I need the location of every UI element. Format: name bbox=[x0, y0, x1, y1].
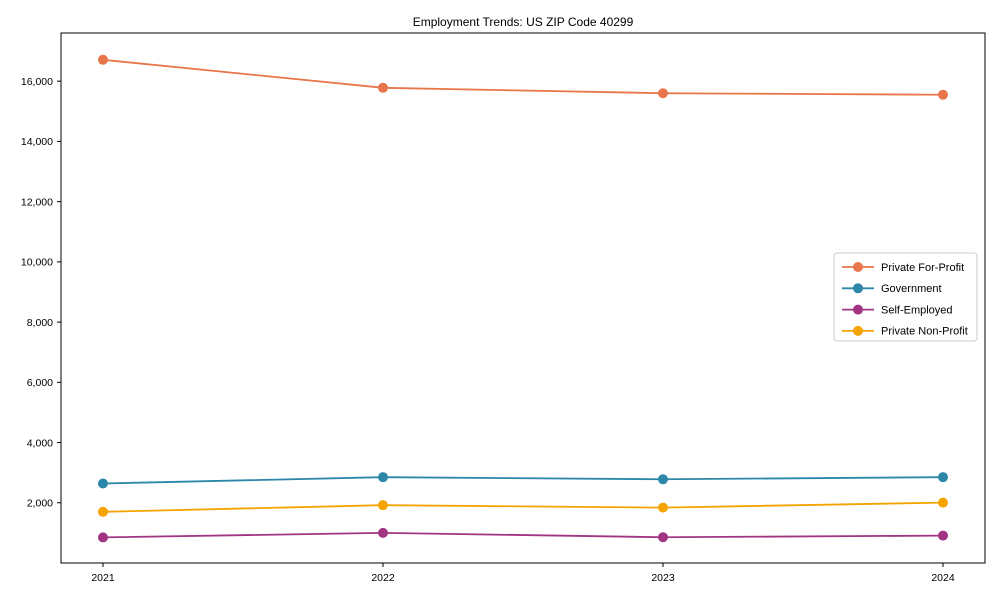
data-point-marker bbox=[378, 472, 388, 483]
legend-swatch-marker bbox=[853, 283, 863, 294]
data-point-marker bbox=[98, 54, 108, 65]
legend-label: Private Non-Profit bbox=[881, 326, 968, 338]
data-point-marker bbox=[98, 532, 108, 543]
data-point-marker bbox=[378, 82, 388, 93]
series-private-for-profit bbox=[98, 54, 948, 100]
series-government bbox=[98, 472, 948, 489]
legend-box bbox=[833, 252, 978, 342]
data-point-marker bbox=[938, 89, 948, 100]
series-line bbox=[102, 531, 944, 539]
data-point-marker bbox=[658, 88, 668, 99]
series-self-employed bbox=[98, 527, 948, 543]
data-point-marker bbox=[938, 530, 948, 541]
legend-swatch-marker bbox=[853, 262, 863, 272]
x-tick-label: 2022 bbox=[371, 572, 395, 584]
series-private-non-profit bbox=[98, 497, 948, 517]
y-tick-label: 6,000 bbox=[27, 377, 53, 389]
series-line bbox=[102, 476, 944, 485]
legend-swatch-marker bbox=[853, 304, 863, 315]
y-tick-label: 16,000 bbox=[21, 76, 53, 88]
y-tick-label: 4,000 bbox=[27, 437, 53, 449]
data-point-marker bbox=[658, 474, 668, 485]
x-tick-label: 2021 bbox=[91, 572, 115, 584]
data-point-marker bbox=[378, 527, 388, 538]
plot-frame bbox=[60, 32, 986, 564]
legend-label: Private For-Profit bbox=[881, 262, 964, 274]
y-tick-label: 2,000 bbox=[27, 498, 53, 510]
legend: Private For-Profit Government Self-Employe… bbox=[833, 252, 978, 342]
data-point-marker bbox=[98, 478, 108, 489]
legend-label: Government bbox=[881, 283, 942, 295]
y-tick-label: 14,000 bbox=[21, 136, 53, 148]
series-line bbox=[102, 58, 944, 96]
chart-title: Employment Trends: US ZIP Code 40299 bbox=[413, 15, 634, 29]
y-tick-label: 10,000 bbox=[21, 257, 53, 269]
x-tick-label: 2024 bbox=[931, 572, 955, 584]
legend-swatch-marker bbox=[853, 325, 863, 336]
y-tick-label: 12,000 bbox=[21, 196, 53, 208]
axes: 2,000 4,000 6,000 8,000 10,000 12,000 14,000 16… bbox=[21, 32, 986, 584]
series-line bbox=[102, 501, 944, 513]
data-point-marker bbox=[378, 500, 388, 511]
y-tick-label: 8,000 bbox=[27, 317, 53, 329]
data-point-marker bbox=[938, 472, 948, 483]
series-lines bbox=[98, 54, 948, 543]
data-point-marker bbox=[658, 532, 668, 543]
x-tick-label: 2023 bbox=[651, 572, 675, 584]
data-point-marker bbox=[658, 502, 668, 513]
data-point-marker bbox=[98, 506, 108, 517]
legend-label: Self-Employed bbox=[881, 304, 953, 316]
data-point-marker bbox=[938, 497, 948, 508]
